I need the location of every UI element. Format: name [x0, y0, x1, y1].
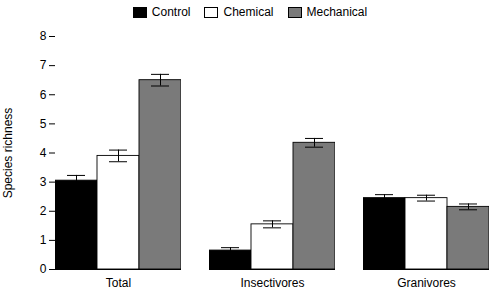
svg-text:3: 3 — [40, 175, 47, 189]
svg-text:8: 8 — [40, 29, 47, 43]
svg-text:1: 1 — [40, 233, 47, 247]
svg-text:Total: Total — [106, 276, 131, 290]
svg-text:Granivores: Granivores — [397, 276, 456, 290]
html-text:Control: Control — [151, 5, 191, 19]
svg-text:0: 0 — [40, 262, 47, 276]
svg-text:2: 2 — [40, 204, 47, 218]
svg-text:Insectivores: Insectivores — [240, 276, 304, 290]
html-text:Chemical: Chemical — [223, 5, 274, 19]
html-text:Mechanical: Mechanical — [306, 5, 368, 19]
svg-text:Species richness: Species richness — [1, 108, 15, 199]
svg-text:4: 4 — [40, 146, 47, 160]
svg-text:6: 6 — [40, 88, 47, 102]
svg-text:5: 5 — [40, 117, 47, 131]
svg-text:7: 7 — [40, 58, 47, 72]
